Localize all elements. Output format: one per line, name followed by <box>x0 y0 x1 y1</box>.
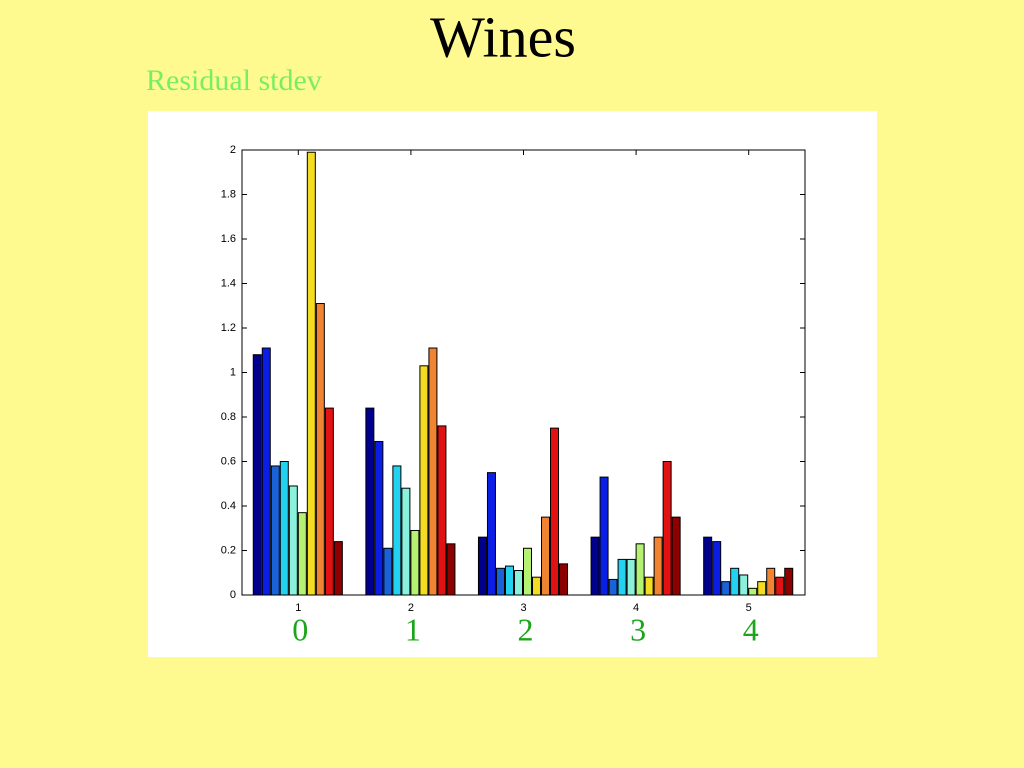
bar <box>739 574 749 596</box>
bar <box>410 529 420 596</box>
bar <box>315 303 325 596</box>
chart-subtitle: Residual stdev <box>146 64 322 97</box>
bar <box>766 567 776 596</box>
bar <box>279 461 289 596</box>
bar <box>324 407 334 596</box>
x-tick-label: 3 <box>520 602 526 614</box>
bar <box>306 151 316 596</box>
x-tick-label: 1 <box>295 602 301 614</box>
bar <box>477 536 487 596</box>
bar <box>541 516 551 596</box>
bar <box>550 427 560 596</box>
group-label: 3 <box>630 611 646 647</box>
bar <box>599 476 609 596</box>
bar <box>559 563 569 596</box>
group-label: 1 <box>405 611 421 647</box>
bar <box>626 558 636 596</box>
bar <box>288 485 298 596</box>
y-tick-label: 1.8 <box>221 188 236 200</box>
y-tick-label: 0.6 <box>221 455 236 467</box>
bar <box>703 536 713 596</box>
y-tick-label: 1.6 <box>221 233 236 245</box>
y-tick-label: 1.2 <box>221 322 236 334</box>
bar <box>712 541 722 596</box>
bar <box>590 536 600 596</box>
bar <box>333 541 343 596</box>
y-tick-label: 0.2 <box>221 544 236 556</box>
bar <box>419 365 429 596</box>
bar <box>671 516 681 596</box>
bar <box>748 587 758 596</box>
bar <box>297 512 307 596</box>
group-label: 0 <box>292 611 308 647</box>
bar <box>252 354 262 596</box>
bar <box>757 581 767 596</box>
bar <box>644 576 654 596</box>
bar <box>495 567 505 596</box>
bar <box>523 547 533 596</box>
bar <box>365 407 375 596</box>
x-tick-label: 5 <box>746 602 752 614</box>
bar <box>653 536 663 596</box>
y-tick-label: 0 <box>230 589 236 601</box>
x-tick-label: 2 <box>408 602 414 614</box>
bar <box>775 576 785 596</box>
bar <box>261 347 271 596</box>
bar <box>635 543 645 596</box>
bar <box>383 547 393 596</box>
bar <box>401 487 411 596</box>
y-tick-label: 1 <box>230 366 236 378</box>
group-label: 2 <box>518 611 534 647</box>
bar <box>608 578 618 596</box>
y-tick-label: 0.4 <box>221 500 236 512</box>
bar <box>532 576 542 596</box>
bar <box>730 567 740 596</box>
bar <box>486 472 496 596</box>
bar <box>513 570 524 596</box>
bar <box>437 425 447 596</box>
bar <box>428 347 438 596</box>
bar <box>617 558 627 596</box>
y-tick-label: 0.8 <box>221 411 236 423</box>
bar <box>784 567 794 596</box>
bar <box>374 440 384 596</box>
group-label: 4 <box>743 611 759 647</box>
bar <box>662 461 672 596</box>
bar <box>270 465 280 596</box>
bar <box>392 465 402 596</box>
bar <box>721 581 731 596</box>
bar <box>446 543 456 596</box>
y-tick-label: 1.4 <box>221 277 236 289</box>
y-tick-label: 2 <box>230 144 236 156</box>
x-tick-label: 4 <box>633 602 639 614</box>
bar <box>504 565 514 596</box>
chart-title: Wines <box>430 4 576 69</box>
